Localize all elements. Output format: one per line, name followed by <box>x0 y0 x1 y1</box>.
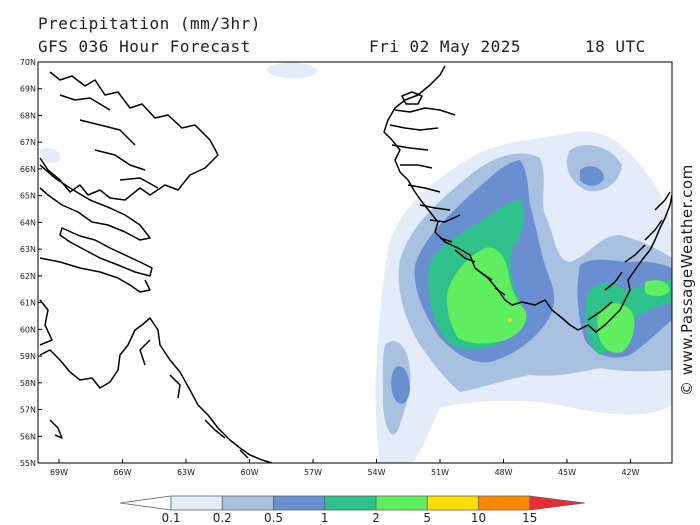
legend-label: 0.2 <box>213 511 232 525</box>
latitude-label: 61N <box>20 299 36 308</box>
coastline-ungava <box>39 299 53 346</box>
latitude-label: 62N <box>20 272 36 281</box>
longitude-label: 57W <box>304 468 322 477</box>
legend-swatch <box>324 495 377 511</box>
precip-area-2 <box>645 280 670 297</box>
legend-swatch <box>529 495 585 511</box>
precip-area-light <box>266 62 318 79</box>
latitude-label: 68N <box>20 111 36 120</box>
coastlines <box>39 65 672 463</box>
latitude-label: 57N <box>20 406 36 415</box>
legend-label: 0.5 <box>264 511 283 525</box>
watermark: © www.PassageWeather.com <box>678 164 696 396</box>
latitude-label: 66N <box>20 165 36 174</box>
legend-label: 1 <box>321 511 329 525</box>
legend-label: 10 <box>471 511 486 525</box>
precip-area-0_5 <box>391 366 410 404</box>
latitude-label: 55N <box>20 459 36 468</box>
longitude-axis: 69W 66W 63W 60W 57W 54W 51W 48W 45W 42W <box>50 459 640 477</box>
longitude-label: 60W <box>240 468 258 477</box>
legend-swatch <box>170 495 223 511</box>
coastline-baffin-fjords <box>59 94 159 189</box>
legend-label: 2 <box>372 511 380 525</box>
legend-label: 0.1 <box>161 511 180 525</box>
latitude-label: 67N <box>20 138 36 147</box>
precip-area-light <box>40 148 61 163</box>
coastline-greenland-west <box>383 65 579 331</box>
longitude-label: 63W <box>177 468 195 477</box>
coastline-cumberland <box>39 164 151 241</box>
coastline-greenland-east-fjords <box>587 191 671 321</box>
legend-swatch <box>119 495 172 511</box>
coastline-labrador-inlets <box>139 339 249 459</box>
coastline-disko-island <box>401 91 423 105</box>
map-frame <box>37 61 673 464</box>
longitude-label: 66W <box>113 468 131 477</box>
precip-area-0_5 <box>580 166 604 186</box>
longitude-label: 42W <box>621 468 639 477</box>
legend-swatch <box>375 495 428 511</box>
latitude-label: 58N <box>20 379 36 388</box>
legend-label: 5 <box>423 511 431 525</box>
latitude-label: 60N <box>20 325 36 334</box>
forecast-subtitle: GFS 036 Hour Forecast <box>38 37 251 56</box>
latitude-label: 56N <box>20 432 36 441</box>
latitude-label: 70N <box>20 58 36 67</box>
latitude-label: 63N <box>20 245 36 254</box>
map-title: Precipitation (mm/3hr) <box>38 14 261 33</box>
longitude-label: 48W <box>494 468 512 477</box>
legend-swatch <box>426 495 479 511</box>
latitude-label: 64N <box>20 218 36 227</box>
longitude-label: 54W <box>367 468 385 477</box>
precipitation-legend: 0.1 0.2 0.5 1 2 5 10 15 <box>119 495 585 525</box>
precip-area-5 <box>508 318 512 322</box>
coastline-baffin <box>39 71 219 201</box>
longitude-label: 69W <box>50 468 68 477</box>
latitude-label: 65N <box>20 192 36 201</box>
longitude-label: 45W <box>558 468 576 477</box>
forecast-date: Fri 02 May 2025 <box>369 37 521 56</box>
latitude-axis: 70N 69N 68N 67N 66N 65N 64N 63N 62N 61N 60N 59N 58N 5… <box>20 58 42 468</box>
coastline-greenland-south <box>577 194 672 333</box>
legend-label: 15 <box>522 511 537 525</box>
legend-swatch <box>273 495 326 511</box>
coastline-meta-incognita <box>39 257 151 293</box>
coastline-newfoundland-tip <box>49 419 63 439</box>
latitude-label: 69N <box>20 85 36 94</box>
precipitation-layer <box>40 62 672 463</box>
legend-swatch <box>478 495 531 511</box>
precip-area-2 <box>597 303 635 353</box>
longitude-label: 51W <box>431 468 449 477</box>
legend-swatch <box>221 495 274 511</box>
coastline-greenland-fjords <box>389 107 506 296</box>
coastline-hall <box>59 227 153 277</box>
latitude-label: 59N <box>20 352 36 361</box>
forecast-time: 18 UTC <box>585 37 646 56</box>
precip-area-2 <box>447 247 527 344</box>
coastline-labrador <box>39 317 273 463</box>
